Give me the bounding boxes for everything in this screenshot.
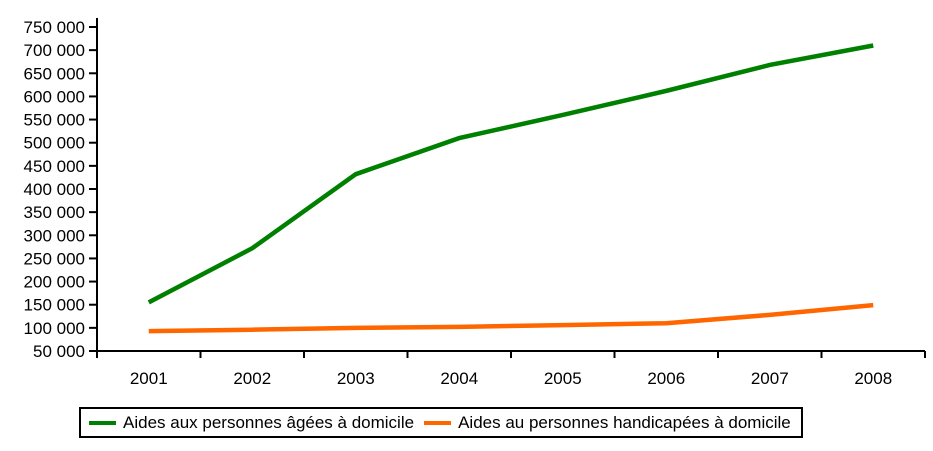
legend-item-aged: Aides aux personnes âgées à domicile	[89, 414, 414, 431]
x-tick-label: 2004	[440, 369, 478, 388]
x-tick-label: 2003	[337, 369, 375, 388]
legend-item-disabled: Aides au personnes handicapées à domicil…	[424, 414, 791, 431]
y-tick-label: 750 000	[24, 18, 85, 37]
y-tick-label: 650 000	[24, 64, 85, 83]
legend-swatch-disabled-line	[424, 420, 452, 425]
legend-swatch-aged-line	[89, 420, 116, 425]
y-tick-label: 600 000	[24, 87, 85, 106]
series-line-1	[148, 302, 874, 334]
series-line-0	[147, 43, 874, 305]
y-tick-label: 400 000	[24, 180, 85, 199]
y-tick-label: 300 000	[24, 226, 85, 245]
x-tick-label: 2002	[233, 369, 271, 388]
y-tick-label: 450 000	[24, 157, 85, 176]
x-tick-label: 2008	[854, 369, 892, 388]
y-tick-label: 500 000	[24, 134, 85, 153]
legend: Aides aux personnes âgées à domicile Aid…	[79, 407, 803, 438]
legend-label-disabled: Aides au personnes handicapées à domicil…	[458, 413, 791, 432]
x-tick-label: 2001	[130, 369, 168, 388]
y-tick-label: 150 000	[24, 296, 85, 315]
x-axis-labels: 2001 2002 2003 2004 2005 2006 2007 2008	[96, 351, 926, 388]
x-tick-label: 2005	[544, 369, 582, 388]
y-tick-label: 200 000	[24, 273, 85, 292]
y-tick-label: 700 000	[24, 41, 85, 60]
y-tick-label: 100 000	[24, 319, 85, 338]
y-tick-label: 350 000	[24, 203, 85, 222]
x-tick-label: 2007	[751, 369, 789, 388]
y-axis-labels: 50 000 100 000 150 000 200 000 250 000 300 00…	[24, 18, 97, 361]
y-tick-label: 250 000	[24, 249, 85, 268]
y-tick-label: 50 000	[33, 342, 85, 361]
x-tick-label: 2006	[647, 369, 685, 388]
legend-label-aged: Aides aux personnes âgées à domicile	[123, 413, 415, 432]
y-tick-label: 550 000	[24, 111, 85, 130]
